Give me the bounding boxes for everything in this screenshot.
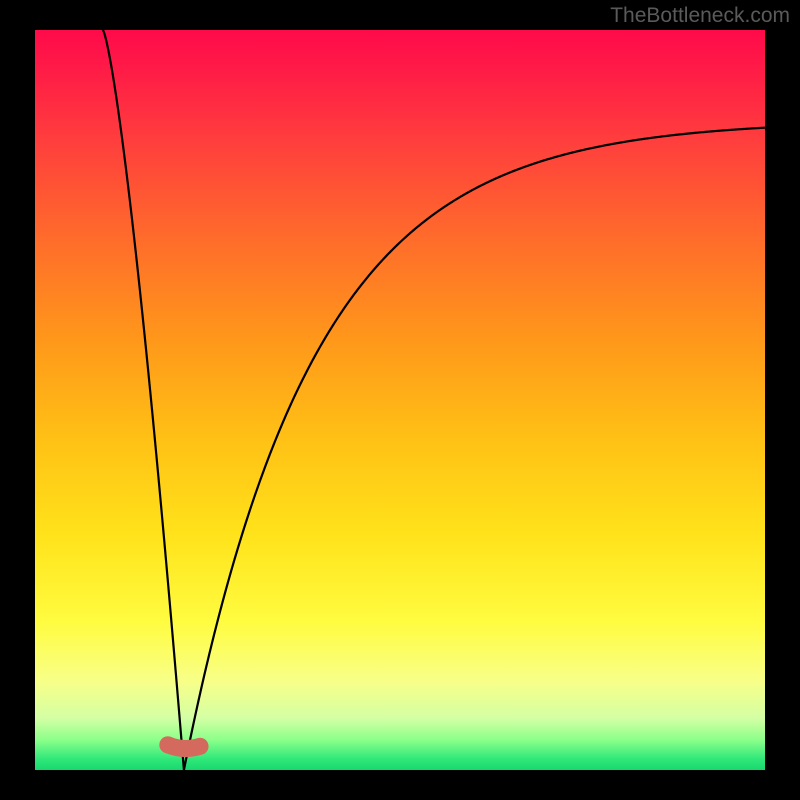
optimal-marker-1: [191, 738, 208, 755]
watermark-text: TheBottleneck.com: [610, 4, 790, 28]
chart-container: TheBottleneck.com: [0, 0, 800, 800]
optimal-marker-0: [159, 736, 176, 753]
bottleneck-chart: [0, 0, 800, 800]
plot-area-gradient: [35, 30, 765, 770]
